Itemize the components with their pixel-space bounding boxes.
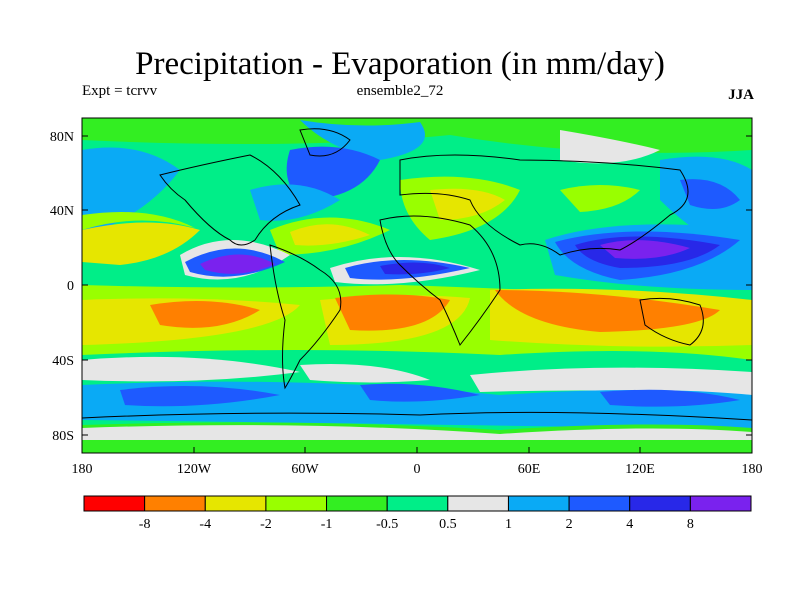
ensemble-label: ensemble2_72 [356,83,444,99]
lon-label-60e: 60E [518,462,541,477]
colorbar-label: 1 [505,517,512,532]
colorbar-label: -8 [139,517,151,532]
lat-label-40s: 40S [52,354,74,369]
lat-tick-labels: 80N 40N 0 40S 80S [50,130,74,444]
experiment-label: Expt = tcrvv [82,83,158,99]
lon-ticks [81,447,753,453]
colorbar-swatch [689,495,752,512]
coastlines [82,128,752,421]
colorbar-label: 2 [566,517,573,532]
colorbar-swatch [568,495,631,512]
colorbar-label: 8 [687,517,694,532]
lat-label-0: 0 [67,279,74,294]
lat-label-40n: 40N [50,204,74,219]
contour-field [82,118,752,453]
colorbar-label: -2 [260,517,272,532]
colorbar-swatch [386,495,449,512]
colorbar-swatch [265,495,328,512]
colorbar-swatch [144,495,206,512]
lon-label-120w: 120W [177,462,212,477]
lon-tick-labels: 180 120W 60W 0 60E 120E 180 [72,462,763,477]
colorbar-swatch [629,495,691,512]
lon-label-120e: 120E [625,462,655,477]
colorbar-swatch [447,495,509,512]
lat-ticks [82,135,752,436]
lon-label-180w: 180 [72,462,93,477]
colorbar: -8 -4 -2 -1 -0.5 0.5 1 2 4 8 [83,495,752,532]
lon-label-0: 0 [414,462,421,477]
lon-label-180e: 180 [742,462,763,477]
colorbar-label: -1 [321,517,333,532]
lon-label-60w: 60W [291,462,319,477]
colorbar-swatch [507,495,570,512]
season-label: JJA [728,87,754,103]
lat-label-80s: 80S [52,429,74,444]
lat-label-80n: 80N [50,130,74,145]
map-title: Precipitation - Evaporation (in mm/day) [135,46,665,82]
colorbar-label: 4 [626,517,633,532]
colorbar-label: 0.5 [439,517,457,532]
colorbar-swatch [83,495,146,512]
colorbar-label: -0.5 [376,517,398,532]
colorbar-label: -4 [199,517,211,532]
colorbar-swatch [204,495,267,512]
colorbar-swatch [326,495,388,512]
